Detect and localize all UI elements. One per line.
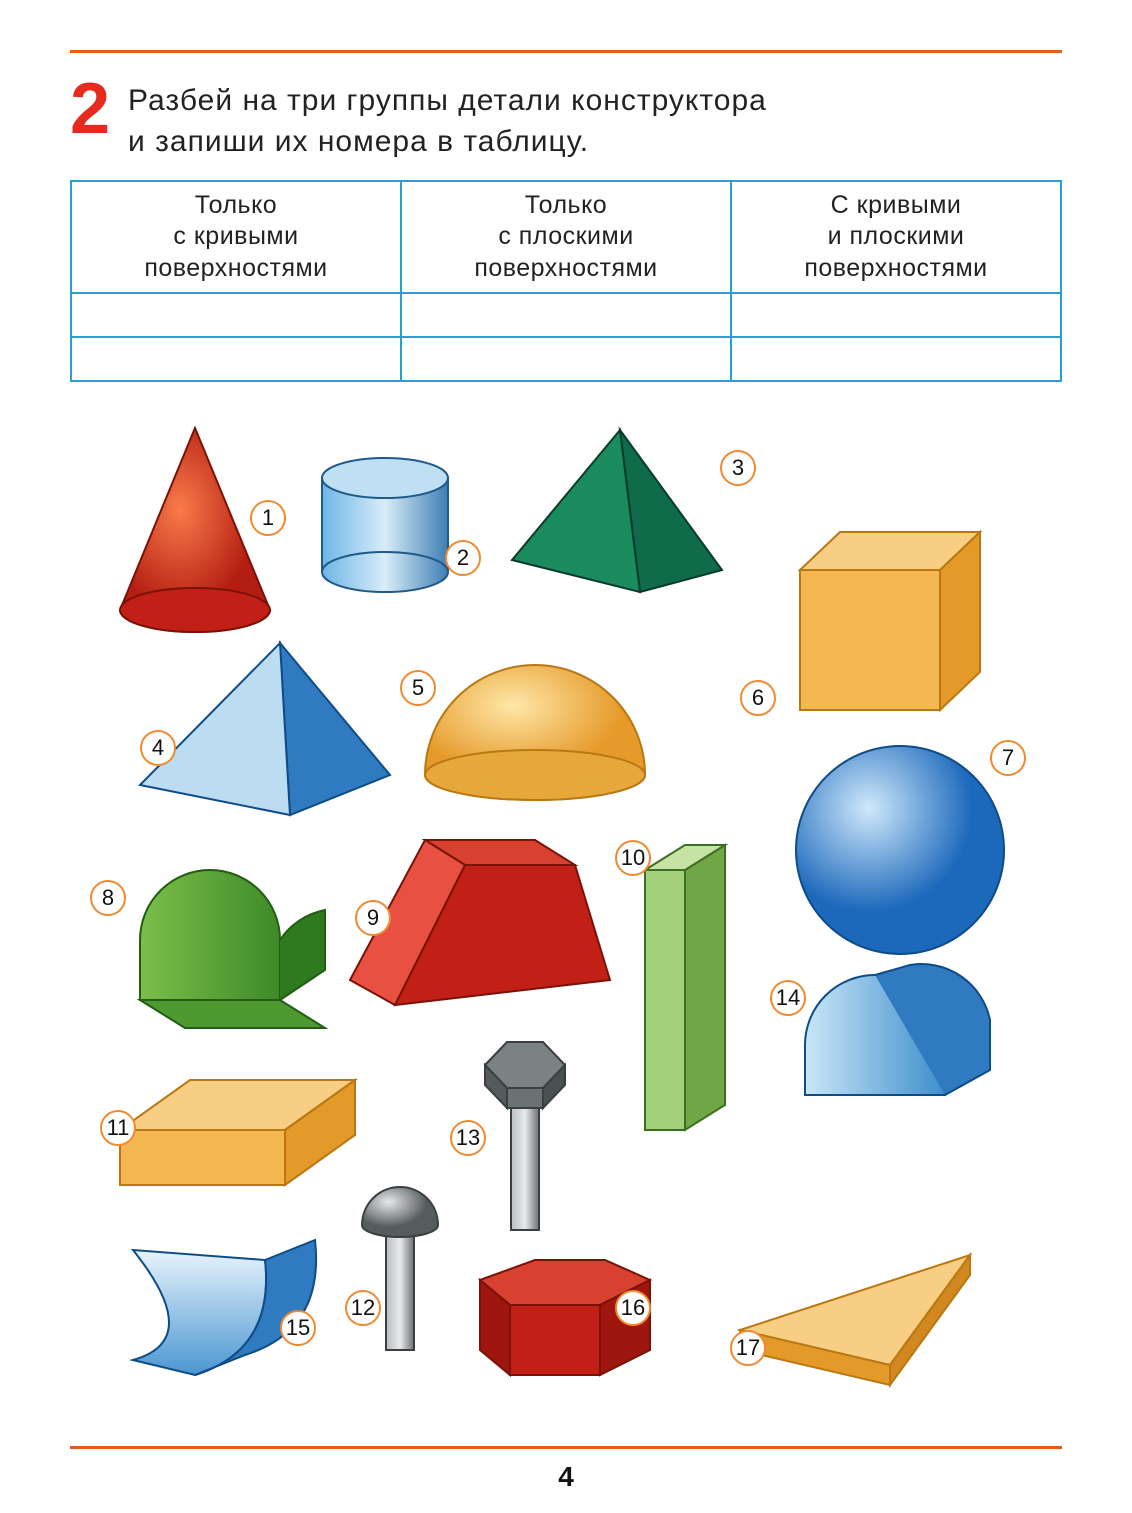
badge-12: 12 [345,1290,381,1326]
cell-2-3[interactable] [731,337,1061,381]
badge-12-text: 12 [351,1295,375,1321]
badge-14: 14 [770,980,806,1016]
badge-1-text: 1 [262,505,274,531]
badge-6: 6 [740,680,776,716]
th2-text: Толькос плоскимиповерхностями [474,191,657,282]
badge-17: 17 [730,1330,766,1366]
pyramid-green-icon [500,420,730,600]
answer-table: Толькос кривымиповерхностями Толькос пло… [70,180,1062,382]
badge-2-text: 2 [457,545,469,571]
badge-15-text: 15 [286,1315,310,1341]
shape-pyramid-blue [130,635,400,830]
badge-15: 15 [280,1310,316,1346]
dome-blue-icon [790,955,1000,1125]
badge-4: 4 [140,730,176,766]
shapes-area: 1 2 3 4 5 6 7 8 9 10 11 12 13 14 15 16 1… [70,410,1062,1420]
shape-arch-green [120,850,340,1045]
shape-cube-orange [770,520,1000,725]
badge-7: 7 [990,740,1026,776]
hemisphere-icon [410,645,660,810]
sphere-icon [790,740,1010,960]
badge-2: 2 [445,540,481,576]
badge-6-text: 6 [752,685,764,711]
cell-1-2[interactable] [401,293,731,337]
page: 2 Разбей на три группы детали конструкто… [0,0,1132,1513]
rivet-icon [350,1170,450,1360]
badge-9-text: 9 [367,905,379,931]
badge-9: 9 [355,900,391,936]
tri-prism-icon [720,1210,1000,1390]
pyramid-blue-icon [130,635,400,825]
badge-8-text: 8 [102,885,114,911]
shape-sphere-blue [790,740,1010,965]
arch-green-icon [120,850,340,1040]
table-header-row: Толькос кривымиповерхностями Толькос пло… [71,181,1061,293]
badge-11: 11 [100,1110,136,1146]
shape-cylinder-blue [310,450,460,605]
badge-13-text: 13 [456,1125,480,1151]
badge-16: 16 [615,1290,651,1326]
task-text: Разбей на три группы детали конструктора… [128,77,767,162]
badge-7-text: 7 [1002,745,1014,771]
badge-1: 1 [250,500,286,536]
badge-10-text: 10 [621,845,645,871]
table-row [71,337,1061,381]
table-header-1: Толькос кривымиповерхностями [71,181,401,293]
tall-prism-icon [635,830,735,1140]
cell-1-1[interactable] [71,293,401,337]
task-number: 2 [70,77,110,142]
shape-triangular-prism-orange [720,1210,1000,1395]
task-header: 2 Разбей на три группы детали конструкто… [70,77,1062,162]
badge-3: 3 [720,450,756,486]
cell-1-3[interactable] [731,293,1061,337]
shape-curved-blue [115,1220,325,1385]
shape-hemisphere-orange [410,645,660,815]
curved-blue-icon [115,1220,325,1380]
badge-11-text: 11 [107,1115,130,1141]
cube-icon [770,520,1000,720]
badge-14-text: 14 [776,985,800,1011]
cell-2-2[interactable] [401,337,731,381]
cell-2-1[interactable] [71,337,401,381]
slab-icon [105,1060,365,1210]
th1-text: Толькос кривымиповерхностями [144,191,327,282]
cylinder-icon [310,450,460,600]
table-header-3: С кривымии плоскимиповерхностями [731,181,1061,293]
table-header-2: Толькос плоскимиповерхностями [401,181,731,293]
badge-5: 5 [400,670,436,706]
badge-8: 8 [90,880,126,916]
badge-4-text: 4 [152,735,164,761]
badge-16-text: 16 [621,1295,645,1321]
badge-17-text: 17 [736,1335,760,1361]
top-rule [70,50,1062,53]
badge-13: 13 [450,1120,486,1156]
badge-3-text: 3 [732,455,744,481]
task-line-2: и запиши их номера в таблицу. [128,125,589,158]
th3-text: С кривымии плоскимиповерхностями [804,191,987,282]
shape-rivet-gray [350,1170,450,1365]
page-number: 4 [0,1461,1132,1493]
badge-5-text: 5 [412,675,424,701]
shape-prism-green-tall [635,830,735,1145]
table-row [71,293,1061,337]
shape-pyramid-green [500,420,730,605]
badge-10: 10 [615,840,651,876]
task-line-1: Разбей на три группы детали конструктора [128,84,767,117]
shape-slab-orange [105,1060,365,1215]
bottom-rule [70,1446,1062,1449]
shape-dome-blue [790,955,1000,1130]
shape-cone-red [110,420,280,645]
